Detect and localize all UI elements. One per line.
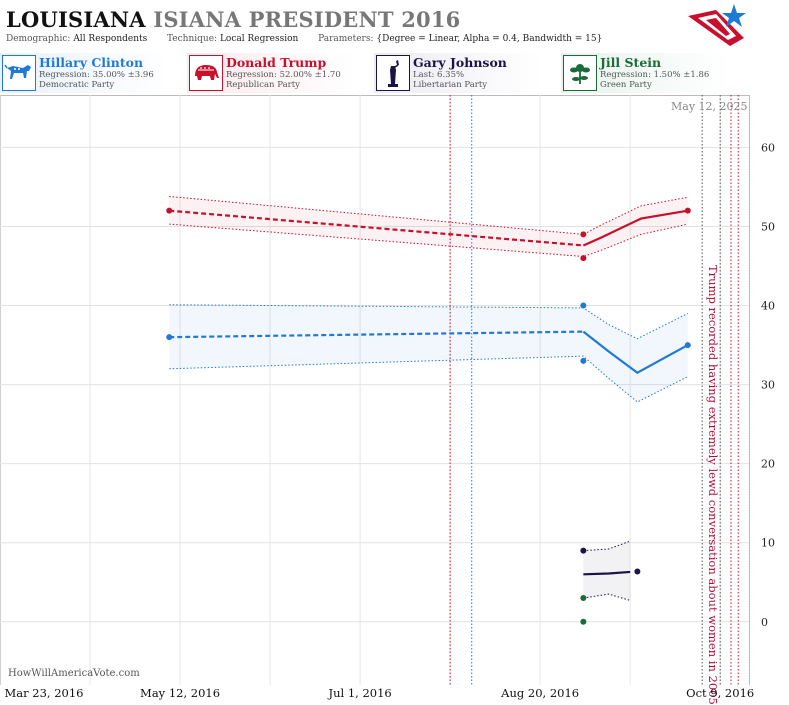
poll-point <box>684 342 691 349</box>
candidate-name: Gary Johnson <box>413 55 507 70</box>
technique-label: Technique: <box>167 34 218 44</box>
band-lower-line <box>583 593 631 601</box>
x-tick-label: May 12, 2016 <box>140 686 221 700</box>
y-tick-label: 40 <box>761 300 775 313</box>
demographic-label: Demographic: <box>6 34 71 44</box>
x-tick-label: Mar 23, 2016 <box>4 686 84 700</box>
demographic-value: All Respondents <box>73 34 148 44</box>
title-race: ISIANA PRESIDENT 2016 <box>153 7 461 32</box>
candidate-stat: Last: 6.35% <box>413 70 465 80</box>
candidate-name: Jill Stein <box>600 55 662 70</box>
poll-chart: 0 10 20 30 40 50 60 <box>0 95 775 685</box>
poll-point <box>580 618 587 625</box>
candidate-legend: Hillary Clinton Regression: 35.00% ±3.96… <box>0 53 789 93</box>
flower-icon <box>563 55 597 91</box>
band-upper-line <box>169 195 688 235</box>
confidence-band <box>169 304 688 402</box>
x-tick-label: Jul 1, 2016 <box>328 686 392 700</box>
candidate-party: Democratic Party <box>39 80 115 90</box>
trend-line <box>582 209 688 247</box>
poll-point <box>580 255 587 262</box>
confidence-band <box>583 541 631 601</box>
parameters-line: Demographic: All Respondents Technique: … <box>6 34 602 44</box>
band-lower-line <box>169 223 688 258</box>
poll-point <box>634 568 641 575</box>
candidate-name: Donald Trump <box>226 55 327 70</box>
donkey-icon <box>2 55 36 91</box>
y-tick-label: 30 <box>761 379 775 392</box>
trend-line <box>582 330 689 375</box>
elephant-icon <box>189 55 223 91</box>
trend-line-dashed <box>169 209 584 247</box>
candidate-name: Hillary Clinton <box>39 55 144 70</box>
x-axis-labels: Mar 23, 2016 May 12, 2016 Jul 1, 2016 Aug 2… <box>0 686 789 704</box>
poll-point <box>684 207 691 214</box>
candidate-party: Green Party <box>600 80 652 90</box>
candidate-card-stein: Jill Stein Regression: 1.50% ±1.86 Green… <box>561 53 749 93</box>
poll-point <box>580 302 587 309</box>
y-tick-label: 20 <box>761 458 775 471</box>
y-tick-label: 0 <box>761 616 768 629</box>
parameters-value: {Degree = Linear, Alpha = 0.4, Bandwidth… <box>376 34 603 44</box>
y-tick-label: 60 <box>761 141 775 154</box>
date-stamp: May 12, 2025 <box>671 100 748 113</box>
y-tick-label: 50 <box>761 220 775 233</box>
event-annotation: Trump recorded having extremely lewd con… <box>706 265 720 705</box>
poll-point <box>580 547 587 554</box>
confidence-band <box>169 196 688 257</box>
poll-point <box>166 334 173 341</box>
candidate-card-clinton: Hillary Clinton Regression: 35.00% ±3.96… <box>0 53 186 93</box>
candidate-stat: Regression: 52.00% ±1.70 <box>226 70 341 80</box>
site-watermark: HowWillAmericaVote.com <box>8 668 140 679</box>
x-tick-label: Aug 20, 2016 <box>501 686 580 700</box>
candidate-stat: Regression: 1.50% ±1.86 <box>600 70 710 80</box>
poll-point <box>166 207 173 214</box>
y-tick-label: 10 <box>761 537 775 550</box>
band-upper-line <box>583 540 631 552</box>
candidate-card-trump: Donald Trump Regression: 52.00% ±1.70 Re… <box>187 53 374 93</box>
parameters-label: Parameters: <box>318 34 374 44</box>
poll-point <box>580 231 587 238</box>
chart-header: LOUISIANA ISIANA PRESIDENT 2016 Demograp… <box>0 0 789 50</box>
star-logo-icon <box>688 4 746 46</box>
candidate-party: Libertarian Party <box>413 80 488 90</box>
poll-point <box>580 357 587 364</box>
candidate-card-johnson: Gary Johnson Last: 6.35% Libertarian Par… <box>374 53 561 93</box>
page-title: LOUISIANA ISIANA PRESIDENT 2016 <box>6 7 460 32</box>
candidate-stat: Regression: 35.00% ±3.96 <box>39 70 154 80</box>
candidate-party: Republican Party <box>226 80 300 90</box>
trend-line <box>583 570 631 576</box>
poll-point <box>580 595 587 602</box>
technique-value: Local Regression <box>219 34 299 44</box>
x-tick-label: Oct 9, 2016 <box>686 686 755 700</box>
statue-of-liberty-icon <box>376 55 410 91</box>
trend-line-dashed <box>169 330 584 339</box>
title-state: LOUISIANA <box>6 7 146 32</box>
